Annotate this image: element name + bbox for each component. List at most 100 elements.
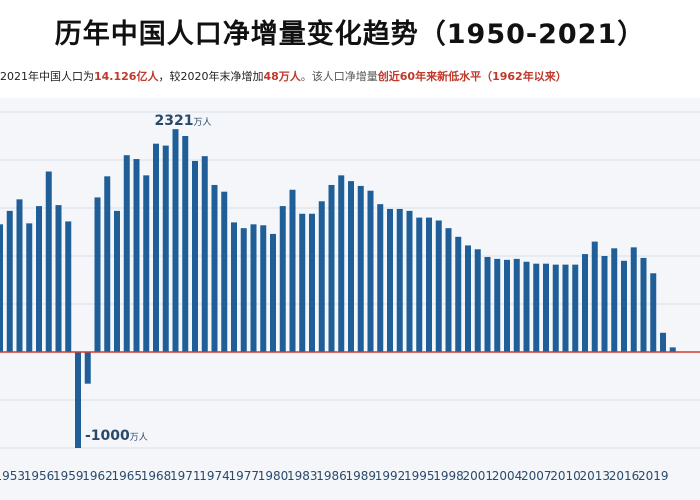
bar-2021 <box>669 347 676 352</box>
bar-1967 <box>143 175 150 352</box>
x-tick-label: 1965 <box>111 469 142 483</box>
data-label-value: 2321 <box>155 113 194 129</box>
bar-1987 <box>338 175 345 352</box>
bar-1952 <box>0 224 3 352</box>
bar-1993 <box>396 208 403 352</box>
bar-1977 <box>240 228 247 352</box>
data-label: -1000万人 <box>85 428 148 444</box>
bar-2015 <box>611 248 618 352</box>
bar-2002 <box>484 256 491 352</box>
bar-1992 <box>387 208 393 352</box>
bar-1975 <box>221 191 228 352</box>
bar-2000 <box>465 245 471 352</box>
x-tick-label: 1977 <box>228 469 259 483</box>
subtitle-population: 14.126亿人 <box>94 70 159 83</box>
x-tick-label: 2001 <box>462 469 493 483</box>
x-tick-label: 2004 <box>492 469 523 483</box>
x-tick-label: 1971 <box>170 469 201 483</box>
bar-1961 <box>84 352 91 384</box>
x-tick-label: 2010 <box>550 469 581 483</box>
bar-1965 <box>123 155 130 352</box>
subtitle-part3: 。该人口净增量 <box>300 70 378 83</box>
x-tick-label: 1956 <box>24 469 55 483</box>
subtitle-highlight: 创近60年来新低水平（1962年以来） <box>377 70 567 83</box>
bar-1989 <box>357 185 364 352</box>
bar-1973 <box>201 156 208 352</box>
bar-2010 <box>562 264 569 352</box>
bar-2006 <box>523 261 530 352</box>
x-tick-label: 1980 <box>258 469 289 483</box>
bar-2013 <box>591 241 598 352</box>
bar-2018 <box>640 257 647 352</box>
bar-2001 <box>474 249 481 352</box>
bar-1958 <box>55 205 62 352</box>
chart-title: 历年中国人口净增量变化趋势（1950-2021） <box>54 19 646 50</box>
bar-1997 <box>435 220 442 352</box>
bar-1981 <box>279 206 286 352</box>
x-tick-label: 1998 <box>433 469 464 483</box>
bar-2004 <box>504 259 510 352</box>
bar-1986 <box>328 184 335 352</box>
chart-subtitle: 2021年中国人口为14.126亿人，较2020年末净增加48万人。该人口净增量… <box>0 68 700 84</box>
x-tick-label: 1962 <box>82 469 113 483</box>
x-tick-label: 1995 <box>404 469 435 483</box>
bar-1990 <box>367 190 374 352</box>
bar-1991 <box>377 204 384 352</box>
bar-1971 <box>182 136 189 352</box>
x-tick-label: 2019 <box>638 469 669 483</box>
bar-1978 <box>250 224 257 352</box>
bar-1995 <box>416 217 423 352</box>
bar-2011 <box>572 264 579 352</box>
bar-2012 <box>582 254 588 352</box>
bar-2003 <box>494 258 501 352</box>
data-label-value: -1000 <box>85 428 130 444</box>
bar-2020 <box>660 332 666 352</box>
x-tick-label: 1959 <box>53 469 84 483</box>
bar-1962 <box>94 197 101 352</box>
bar-1955 <box>26 223 33 352</box>
bar-chart: 1953195619591962196519681971197419771980… <box>0 111 700 483</box>
bar-2008 <box>543 263 549 352</box>
bar-1953 <box>6 210 13 352</box>
bar-2005 <box>513 258 520 352</box>
x-tick-label: 1974 <box>199 469 230 483</box>
x-tick-label: 1968 <box>141 469 172 483</box>
x-tick-label: 2007 <box>521 469 552 483</box>
bar-1963 <box>104 176 111 352</box>
bar-1976 <box>231 222 237 352</box>
bar-1972 <box>192 160 198 352</box>
x-tick-label: 2013 <box>579 469 610 483</box>
x-tick-label: 1992 <box>375 469 406 483</box>
bar-1980 <box>270 233 276 352</box>
subtitle-part1: 2021年中国人口为 <box>0 70 94 83</box>
bar-1979 <box>260 225 267 352</box>
bar-1960 <box>75 352 81 448</box>
bar-1964 <box>114 210 120 352</box>
bar-1982 <box>289 189 296 352</box>
chart-area: 1953195619591962196519681971197419771980… <box>0 98 700 500</box>
bar-1959 <box>65 221 72 352</box>
bar-2017 <box>630 247 637 352</box>
bar-2009 <box>552 264 559 352</box>
bar-1974 <box>211 184 218 352</box>
bar-1999 <box>455 236 462 352</box>
x-tick-label: 1953 <box>0 469 25 483</box>
x-tick-label: 1983 <box>287 469 318 483</box>
subtitle-increase: 48万人 <box>263 70 301 83</box>
bar-1996 <box>426 217 432 352</box>
bar-1970 <box>172 129 179 352</box>
bar-1994 <box>406 210 413 352</box>
x-tick-label: 1986 <box>316 469 347 483</box>
bar-1966 <box>133 159 140 352</box>
bar-1954 <box>16 199 23 352</box>
bar-2016 <box>621 260 627 352</box>
bar-1968 <box>153 143 159 352</box>
bar-2014 <box>601 256 608 352</box>
bar-1984 <box>309 213 315 352</box>
bar-1988 <box>348 181 354 352</box>
subtitle-part2: ，较2020年末净增加 <box>158 70 264 83</box>
bar-2019 <box>650 273 657 352</box>
data-label-unit: 万人 <box>130 432 148 443</box>
x-tick-label: 1989 <box>345 469 376 483</box>
bar-1998 <box>445 228 452 352</box>
